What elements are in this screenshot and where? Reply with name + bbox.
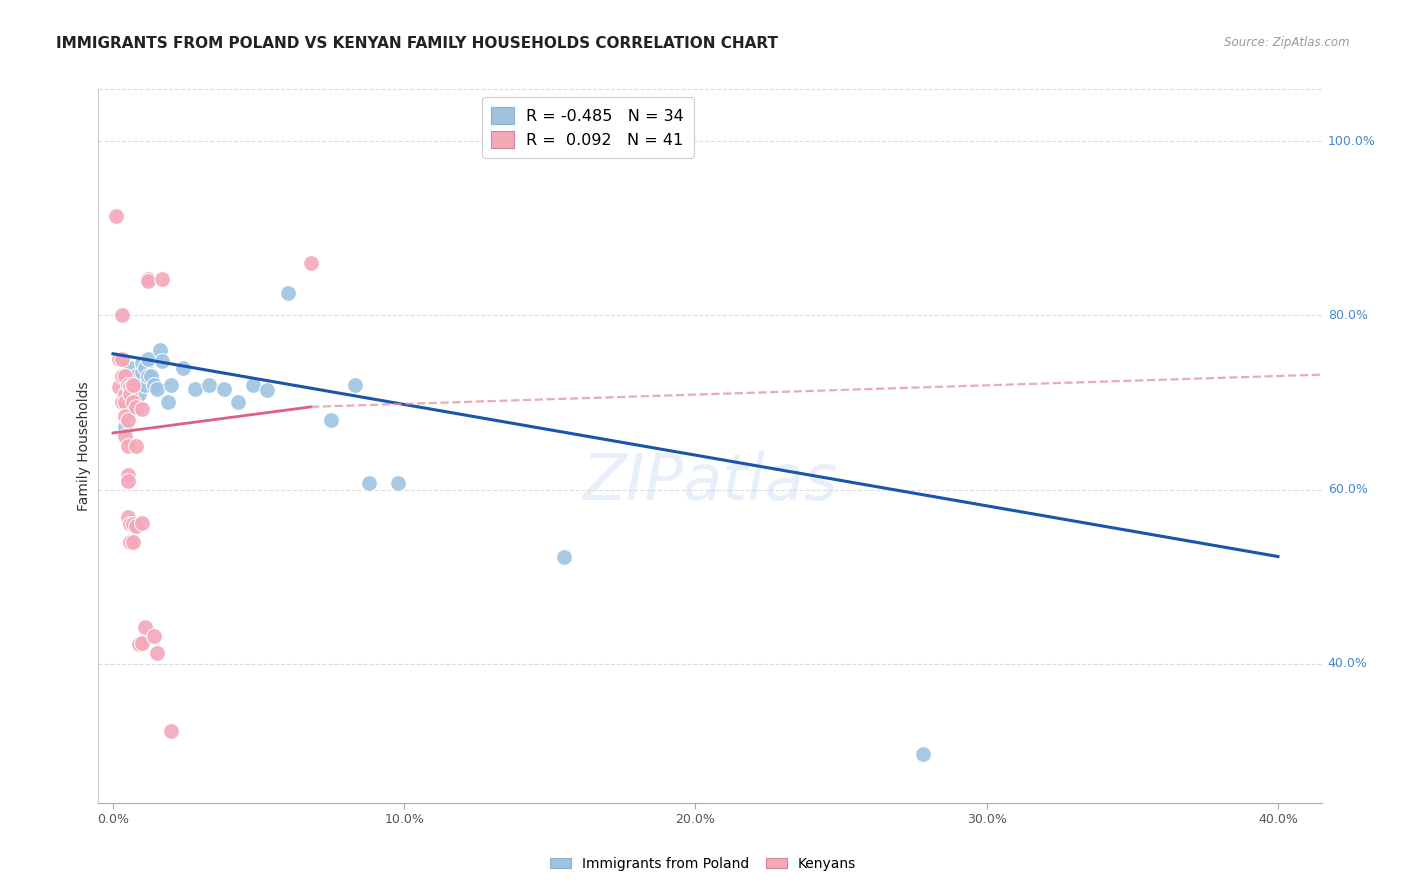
Legend: Immigrants from Poland, Kenyans: Immigrants from Poland, Kenyans — [544, 851, 862, 876]
Point — [114, 395, 136, 409]
Point — [157, 395, 180, 409]
Point — [134, 360, 156, 375]
Y-axis label: Family Households: Family Households — [77, 381, 91, 511]
Point — [114, 428, 136, 442]
Point — [114, 386, 136, 401]
Point — [160, 378, 183, 392]
Point — [117, 439, 139, 453]
Point — [125, 519, 148, 533]
Point — [125, 400, 148, 414]
Point — [242, 378, 264, 392]
Point — [134, 620, 156, 634]
Point — [120, 517, 142, 532]
Point — [256, 384, 278, 398]
Point — [183, 383, 205, 397]
Text: 40.0%: 40.0% — [1327, 657, 1368, 670]
Point — [343, 378, 366, 392]
Point — [120, 534, 142, 549]
Point — [120, 360, 142, 375]
Point — [128, 386, 150, 401]
Point — [122, 395, 145, 409]
Point — [120, 386, 142, 401]
Point — [104, 209, 127, 223]
Point — [139, 369, 162, 384]
Point — [131, 365, 153, 379]
Point — [125, 369, 148, 384]
Point — [125, 439, 148, 453]
Point — [128, 637, 150, 651]
Legend: R = -0.485   N = 34, R =  0.092   N = 41: R = -0.485 N = 34, R = 0.092 N = 41 — [482, 97, 693, 158]
Point — [117, 510, 139, 524]
Text: 100.0%: 100.0% — [1327, 135, 1375, 148]
Point — [911, 747, 934, 761]
Text: 80.0%: 80.0% — [1327, 309, 1368, 322]
Point — [117, 467, 139, 482]
Point — [111, 369, 134, 384]
Point — [142, 378, 165, 392]
Point — [125, 378, 148, 392]
Point — [359, 475, 381, 490]
Point — [131, 402, 153, 417]
Point — [149, 343, 172, 358]
Text: 60.0%: 60.0% — [1327, 483, 1368, 496]
Point — [117, 378, 139, 392]
Point — [131, 635, 153, 649]
Point — [111, 395, 134, 409]
Point — [387, 475, 409, 490]
Point — [152, 353, 174, 368]
Point — [117, 413, 139, 427]
Point — [122, 534, 145, 549]
Point — [172, 360, 194, 375]
Point — [131, 516, 153, 530]
Text: Source: ZipAtlas.com: Source: ZipAtlas.com — [1225, 36, 1350, 49]
Point — [120, 380, 142, 394]
Point — [108, 380, 131, 394]
Point — [122, 378, 145, 392]
Point — [145, 646, 167, 660]
Point — [152, 272, 174, 286]
Text: IMMIGRANTS FROM POLAND VS KENYAN FAMILY HOUSEHOLDS CORRELATION CHART: IMMIGRANTS FROM POLAND VS KENYAN FAMILY … — [56, 36, 779, 51]
Point — [136, 274, 159, 288]
Point — [299, 256, 322, 270]
Point — [122, 517, 145, 532]
Point — [160, 724, 183, 739]
Point — [134, 378, 156, 392]
Point — [114, 369, 136, 384]
Point — [111, 351, 134, 366]
Point — [136, 272, 159, 286]
Point — [111, 309, 134, 323]
Point — [321, 413, 343, 427]
Point — [117, 380, 139, 394]
Point — [122, 395, 145, 409]
Point — [136, 369, 159, 384]
Point — [198, 378, 221, 392]
Point — [131, 356, 153, 370]
Point — [142, 629, 165, 643]
Point — [117, 474, 139, 488]
Point — [145, 383, 167, 397]
Point — [553, 550, 575, 565]
Text: ZIPatlas: ZIPatlas — [582, 450, 838, 513]
Point — [226, 395, 249, 409]
Point — [277, 285, 299, 300]
Point — [212, 383, 235, 397]
Point — [136, 351, 159, 366]
Point — [108, 351, 131, 366]
Point — [114, 409, 136, 423]
Point — [114, 420, 136, 434]
